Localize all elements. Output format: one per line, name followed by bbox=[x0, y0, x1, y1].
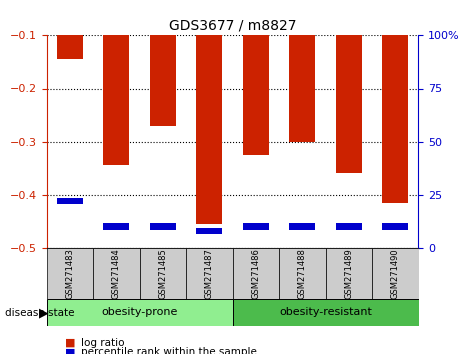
Bar bbox=[57, 198, 82, 204]
Text: disease state: disease state bbox=[5, 308, 74, 318]
Bar bbox=[289, 35, 315, 142]
Text: GSM271483: GSM271483 bbox=[65, 248, 74, 299]
Bar bbox=[186, 248, 232, 299]
Bar bbox=[103, 35, 129, 166]
Bar bbox=[46, 248, 93, 299]
Bar bbox=[232, 299, 418, 326]
Bar bbox=[232, 248, 279, 299]
Bar bbox=[243, 35, 268, 155]
Bar bbox=[57, 35, 82, 59]
Bar bbox=[46, 299, 232, 326]
Bar bbox=[336, 223, 361, 230]
Text: ■: ■ bbox=[65, 338, 76, 348]
Bar bbox=[336, 35, 361, 173]
Bar bbox=[279, 248, 326, 299]
Bar bbox=[289, 223, 315, 230]
Bar bbox=[196, 228, 222, 234]
Text: GSM271484: GSM271484 bbox=[112, 248, 121, 299]
Text: ■: ■ bbox=[65, 347, 76, 354]
Bar bbox=[372, 248, 418, 299]
Bar bbox=[382, 223, 408, 230]
Text: obesity-prone: obesity-prone bbox=[101, 307, 178, 318]
Bar bbox=[140, 248, 186, 299]
Text: GSM271486: GSM271486 bbox=[251, 248, 260, 299]
Bar bbox=[103, 223, 129, 230]
Text: GSM271487: GSM271487 bbox=[205, 248, 214, 299]
Text: GSM271490: GSM271490 bbox=[391, 248, 400, 299]
Bar bbox=[150, 223, 175, 230]
Bar bbox=[382, 35, 408, 202]
Text: percentile rank within the sample: percentile rank within the sample bbox=[81, 347, 257, 354]
Text: GSM271488: GSM271488 bbox=[298, 248, 307, 299]
Bar bbox=[243, 223, 268, 230]
Text: log ratio: log ratio bbox=[81, 338, 125, 348]
Bar bbox=[326, 248, 372, 299]
Text: GSM271485: GSM271485 bbox=[158, 248, 167, 299]
Title: GDS3677 / m8827: GDS3677 / m8827 bbox=[169, 19, 296, 33]
Text: obesity-resistant: obesity-resistant bbox=[279, 307, 372, 318]
Bar bbox=[150, 35, 175, 126]
Text: ▶: ▶ bbox=[39, 307, 48, 320]
Bar bbox=[196, 35, 222, 224]
Bar bbox=[93, 248, 140, 299]
Text: GSM271489: GSM271489 bbox=[344, 248, 353, 299]
